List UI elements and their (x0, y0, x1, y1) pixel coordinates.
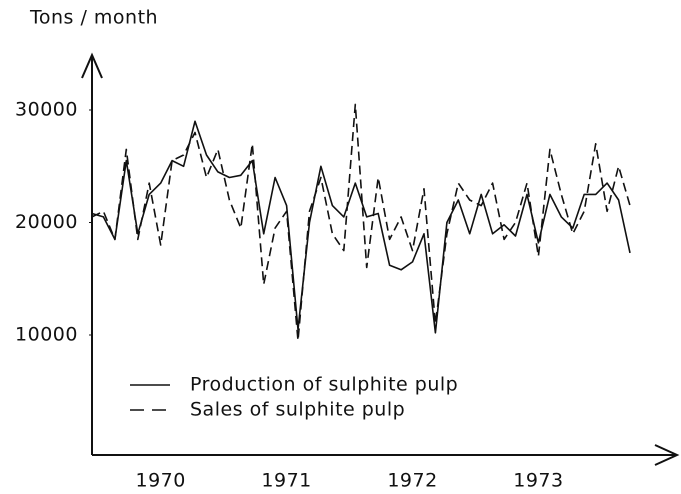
x-axis-arrow (654, 444, 680, 466)
legend-label: Sales of sulphite pulp (190, 399, 405, 421)
line (91, 103, 631, 342)
x-tick-label: 1971 (261, 470, 311, 492)
x-tick-label: 1972 (387, 470, 437, 492)
y-axis-label: Tons / month (29, 7, 158, 29)
y-axis-arrow (81, 52, 103, 79)
y-tick-label: 10000 (15, 324, 78, 346)
x-tick-label: 1970 (136, 470, 186, 492)
y-tick-label: 30000 (15, 99, 78, 121)
legend-label: Production of sulphite pulp (190, 374, 458, 396)
y-tick-label: 20000 (15, 211, 78, 233)
axes (81, 52, 680, 466)
x-tick-label: 1973 (513, 470, 563, 492)
